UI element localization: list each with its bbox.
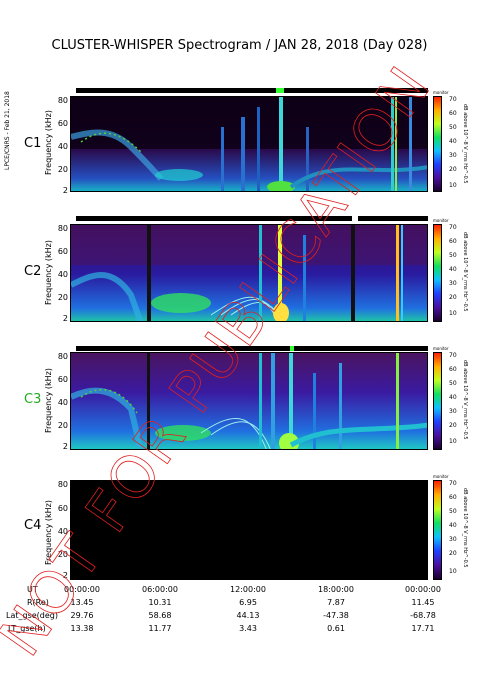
colorbar-tick: 60 — [449, 110, 457, 117]
y-tick-label: 40 — [57, 142, 68, 151]
orbit-value: 3.43 — [239, 624, 257, 633]
orbit-value: 6.95 — [239, 598, 257, 607]
status-bar-c2-b — [358, 216, 428, 221]
orbit-value: -68.78 — [410, 611, 436, 620]
colorbar-tick: 50 — [449, 124, 457, 131]
orbit-value: 0.61 — [327, 624, 345, 633]
colorbar-c2 — [433, 224, 442, 322]
colorbar-title: monitor — [433, 346, 449, 351]
colorbar-tick: 20 — [449, 550, 457, 557]
colorbar-tick: 70 — [449, 352, 457, 359]
colorbar-tick: 30 — [449, 408, 457, 415]
colorbar-title: monitor — [433, 474, 449, 479]
colorbar-title: monitor — [433, 90, 449, 95]
orbit-value: 7.87 — [327, 598, 345, 607]
orbit-value: 13.38 — [70, 624, 94, 633]
y-tick-label: 80 — [57, 96, 68, 105]
colorbar-tick: 60 — [449, 494, 457, 501]
y-tick-label: 2 — [62, 186, 68, 195]
orbit-value: 58.68 — [148, 611, 172, 620]
y-tick-label: 20 — [57, 550, 68, 559]
colorbar-c3 — [433, 352, 442, 450]
y-tick-label: 80 — [57, 224, 68, 233]
x-tick-label: 06:00:00 — [142, 585, 178, 594]
colorbar-tick: 30 — [449, 280, 457, 287]
y-tick-label: 80 — [57, 352, 68, 361]
colorbar-tick: 40 — [449, 522, 457, 529]
colorbar-tick: 10 — [449, 310, 457, 317]
y-tick-label: 40 — [57, 398, 68, 407]
y-tick-label: 60 — [57, 504, 68, 513]
colorbar-label: dB above 10^-8 V_rms Hz^-0.5 — [462, 488, 468, 568]
y-tick-label: 80 — [57, 480, 68, 489]
colorbar-label: dB above 10^-8 V_rms Hz^-0.5 — [462, 232, 468, 312]
y-tick-label: 20 — [57, 421, 68, 430]
orbit-value: 11.45 — [411, 598, 435, 607]
orbit-value: 13.45 — [70, 598, 94, 607]
colorbar-tick: 40 — [449, 138, 457, 145]
colorbar-tick: 10 — [449, 568, 457, 575]
colorbar-tick: 50 — [449, 252, 457, 259]
colorbar-tick: 70 — [449, 480, 457, 487]
colorbar-tick: 20 — [449, 422, 457, 429]
colorbar-tick: 60 — [449, 238, 457, 245]
colorbar-tick: 20 — [449, 294, 457, 301]
spectrogram-c1 — [70, 96, 428, 192]
spectrogram-c3 — [70, 352, 428, 450]
orbit-row-label: UT — [27, 585, 38, 594]
colorbar-c1 — [433, 96, 442, 192]
y-tick-label: 60 — [57, 119, 68, 128]
y-tick-label: 2 — [62, 571, 68, 580]
colorbar-tick: 30 — [449, 152, 457, 159]
orbit-row-label: Lat_gse(deg) — [6, 611, 58, 620]
y-tick-label: 60 — [57, 375, 68, 384]
y-tick-label: 20 — [57, 165, 68, 174]
y-tick-label: 2 — [62, 314, 68, 323]
orbit-value: -47.38 — [323, 611, 349, 620]
colorbar-c4 — [433, 480, 442, 580]
colorbar-tick: 10 — [449, 438, 457, 445]
panel-label-c2: C2 — [24, 264, 42, 279]
colorbar-label: dB above 10^-8 V_rms Hz^-0.5 — [462, 360, 468, 440]
orbit-value: 17.71 — [411, 624, 435, 633]
orbit-value: 29.76 — [70, 611, 94, 620]
status-bar-c2 — [76, 216, 352, 221]
colorbar-tick: 30 — [449, 536, 457, 543]
colorbar-tick: 50 — [449, 508, 457, 515]
panel-label-c4: C4 — [24, 518, 42, 533]
colorbar-title: monitor — [433, 218, 449, 223]
orbit-row-label: R(Re) — [27, 598, 49, 607]
spectrogram-c4 — [70, 480, 428, 580]
colorbar-tick: 70 — [449, 224, 457, 231]
orbit-value: 11.77 — [148, 624, 172, 633]
y-tick-label: 40 — [57, 527, 68, 536]
colorbar-tick: 10 — [449, 182, 457, 189]
colorbar-tick: 40 — [449, 394, 457, 401]
x-tick-label: 00:00:00 — [64, 585, 100, 594]
figure-title: CLUSTER-WHISPER Spectrogram / JAN 28, 20… — [51, 38, 428, 53]
panel-label-c3: C3 — [24, 392, 42, 407]
y-tick-label: 20 — [57, 293, 68, 302]
orbit-value: 10.31 — [148, 598, 172, 607]
orbit-value: 44.13 — [236, 611, 260, 620]
colorbar-tick: 70 — [449, 96, 457, 103]
orbit-row-label: LT_gse(h) — [8, 624, 46, 633]
y-tick-label: 40 — [57, 270, 68, 279]
colorbar-label: dB above 10^-8 V_rms Hz^-0.5 — [462, 104, 468, 184]
spectrogram-c2 — [70, 224, 428, 322]
status-bar-c1 — [76, 88, 428, 93]
colorbar-tick: 20 — [449, 166, 457, 173]
panel-label-c1: C1 — [24, 136, 42, 151]
colorbar-tick: 40 — [449, 266, 457, 273]
watermark-text: NOT FOR PUBLICATION — [0, 54, 444, 668]
colorbar-tick: 50 — [449, 380, 457, 387]
status-bar-c3 — [76, 346, 428, 351]
y-tick-label: 2 — [62, 442, 68, 451]
y-tick-label: 60 — [57, 247, 68, 256]
x-tick-label: 18:00:00 — [318, 585, 354, 594]
colorbar-tick: 60 — [449, 366, 457, 373]
x-tick-label: 12:00:00 — [230, 585, 266, 594]
x-tick-label: 00:00:00 — [405, 585, 441, 594]
